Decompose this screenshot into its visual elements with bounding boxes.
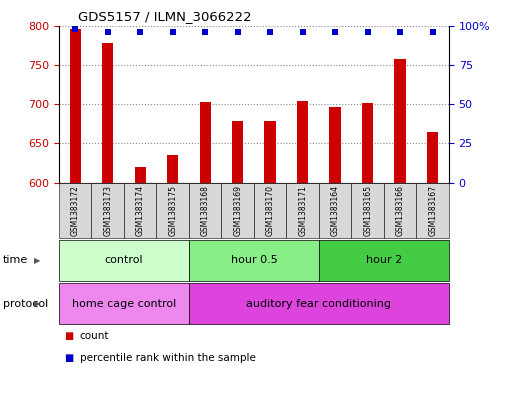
Text: hour 0.5: hour 0.5	[230, 255, 278, 265]
Text: GSM1383164: GSM1383164	[331, 185, 340, 236]
Bar	[297, 101, 308, 183]
Text: GSM1383167: GSM1383167	[428, 185, 437, 236]
Text: GSM1383172: GSM1383172	[71, 185, 80, 236]
Bar	[329, 107, 341, 183]
Bar	[232, 121, 243, 183]
Text: hour 2: hour 2	[366, 255, 402, 265]
Text: GSM1383173: GSM1383173	[103, 185, 112, 236]
Text: GSM1383166: GSM1383166	[396, 185, 405, 236]
Bar	[427, 132, 438, 183]
Bar	[167, 155, 179, 183]
Bar	[265, 121, 276, 183]
Text: percentile rank within the sample: percentile rank within the sample	[80, 353, 255, 363]
Text: ▶: ▶	[34, 256, 41, 265]
Text: GSM1383171: GSM1383171	[298, 185, 307, 236]
Text: GSM1383175: GSM1383175	[168, 185, 177, 236]
Bar	[70, 29, 81, 183]
Text: control: control	[105, 255, 143, 265]
Text: ■: ■	[64, 353, 73, 363]
Text: GSM1383169: GSM1383169	[233, 185, 242, 236]
Bar	[200, 102, 211, 183]
Bar	[134, 167, 146, 183]
Text: time: time	[3, 255, 28, 265]
Text: GDS5157 / ILMN_3066222: GDS5157 / ILMN_3066222	[78, 10, 252, 23]
Text: count: count	[80, 331, 109, 341]
Bar	[102, 43, 113, 183]
Bar	[362, 103, 373, 183]
Text: GSM1383165: GSM1383165	[363, 185, 372, 236]
Text: protocol: protocol	[3, 299, 48, 309]
Text: ▶: ▶	[34, 299, 41, 308]
Bar	[394, 59, 406, 183]
Text: GSM1383170: GSM1383170	[266, 185, 274, 236]
Text: GSM1383174: GSM1383174	[136, 185, 145, 236]
Text: auditory fear conditioning: auditory fear conditioning	[246, 299, 391, 309]
Text: home cage control: home cage control	[72, 299, 176, 309]
Text: ■: ■	[64, 331, 73, 341]
Text: GSM1383168: GSM1383168	[201, 185, 210, 236]
